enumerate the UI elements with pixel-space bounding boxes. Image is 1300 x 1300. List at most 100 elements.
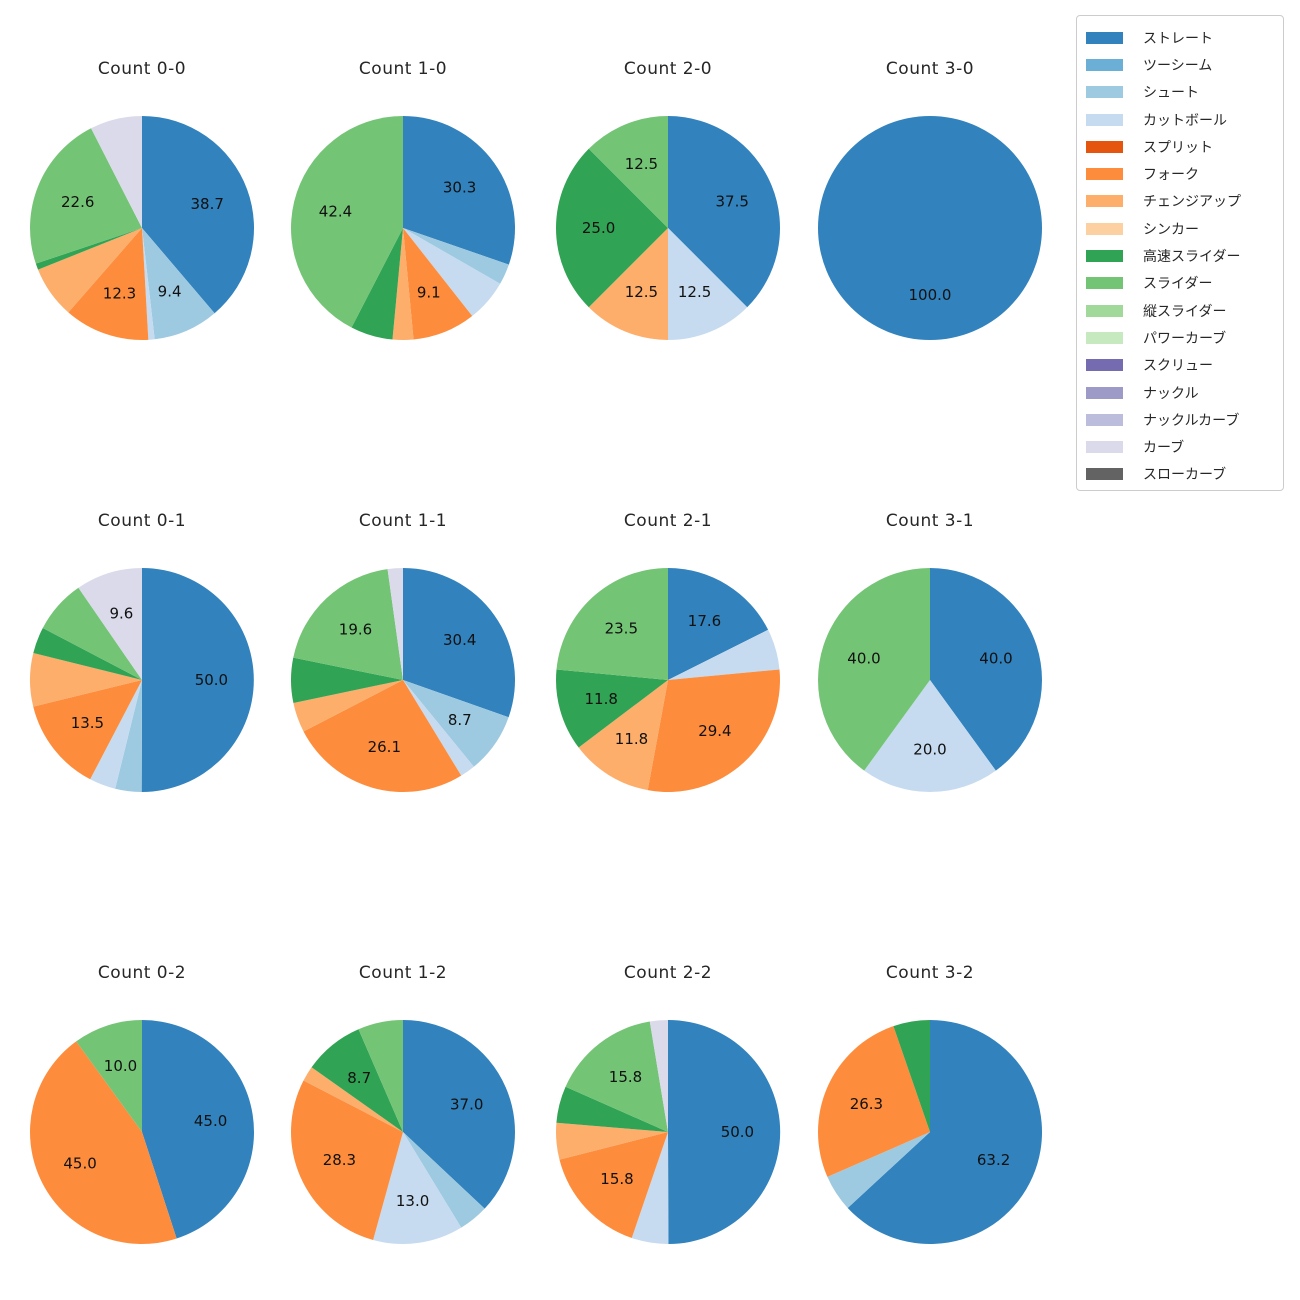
- pie-title-count-0-0: Count 0-0: [97, 59, 187, 79]
- pie-chart-count-3-2: 63.2 26.3: [817, 1020, 1043, 1244]
- pie-slice-percentage-label: 8.7: [347, 1069, 371, 1087]
- pie-slice-カーブ: [91, 116, 142, 228]
- pie-slice-フォーク: [68, 228, 149, 340]
- pie-slice-高速スライダー: [35, 228, 143, 270]
- legend-label: スプリット: [1143, 139, 1213, 156]
- pie-slice-percentage-label: 45.0: [63, 1155, 96, 1173]
- legend-item: フォーク: [1086, 160, 1283, 187]
- pie-slice-カットボール: [864, 680, 996, 792]
- pie-slice-カットボール: [403, 680, 474, 776]
- legend-label: フォーク: [1143, 167, 1199, 184]
- legend-label: ストレート: [1143, 30, 1213, 47]
- pie-slice-スライダー: [30, 128, 143, 264]
- pie-slice-フォーク: [403, 228, 473, 340]
- pie-slice-フォーク: [559, 1132, 668, 1238]
- pie-cell-count-1-1: Count 1-1 30.4 8.7 26.1 19.6: [273, 502, 533, 810]
- pie-title-count-3-2: Count 3-2: [885, 963, 975, 983]
- pie-slice-シュート: [403, 1132, 485, 1228]
- legend-label: ツーシーム: [1143, 57, 1213, 74]
- pie-slice-フォーク: [291, 1080, 403, 1240]
- pie-slice-percentage-label: 8.7: [448, 711, 472, 729]
- legend-swatch-icon: [1086, 195, 1123, 208]
- pie-slice-ストレート: [668, 568, 769, 680]
- pie-slice-スライダー: [42, 587, 142, 680]
- legend-swatch-icon: [1086, 250, 1123, 263]
- pie-slice-percentage-label: 13.5: [71, 714, 104, 732]
- pie-slice-ストレート: [930, 568, 1042, 771]
- legend-label: シュート: [1143, 85, 1199, 102]
- pie-slice-percentage-label: 30.4: [443, 631, 476, 649]
- pie-slice-フォーク: [33, 680, 143, 780]
- legend-item: カットボール: [1086, 106, 1283, 133]
- pie-slice-チェンジアップ: [38, 228, 142, 313]
- pie-slice-ストレート: [403, 568, 515, 718]
- pie-chart-count-0-2: 45.0 45.0 10.0: [29, 1020, 255, 1245]
- pie-slice-percentage-label: 28.3: [323, 1151, 356, 1169]
- pie-cell-count-1-2: Count 1-2 37.0 13.0 28.3 8.7: [273, 954, 533, 1262]
- pie-slice-percentage-label: 9.6: [109, 605, 133, 623]
- pie-slice-チェンジアップ: [578, 680, 668, 791]
- pie-slice-チェンジアップ: [588, 228, 668, 340]
- pie-cell-count-2-2: Count 2-2 50.0 15.8 15.8: [538, 954, 798, 1262]
- pie-slice-カットボール: [668, 228, 748, 340]
- legend-swatch-icon: [1086, 168, 1123, 181]
- pie-slice-percentage-label: 38.7: [190, 195, 223, 213]
- pie-slice-percentage-label: 11.8: [615, 730, 648, 748]
- pie-slice-percentage-label: 9.4: [158, 283, 182, 301]
- pie-slice-スライダー: [358, 1020, 403, 1132]
- legend-item: チェンジアップ: [1086, 188, 1283, 215]
- pie-slice-percentage-label: 29.4: [698, 722, 731, 740]
- legend-swatch-icon: [1086, 140, 1123, 153]
- pie-title-count-2-1: Count 2-1: [623, 511, 713, 531]
- legend-label: パワーカーブ: [1143, 330, 1227, 347]
- pie-title-count-2-0: Count 2-0: [623, 59, 713, 79]
- pie-slice-ストレート: [142, 1020, 255, 1239]
- pie-slice-高速スライダー: [556, 1086, 668, 1132]
- pie-slice-ストレート: [818, 116, 1042, 340]
- pie-cell-count-3-2: Count 3-2 63.2 26.3: [800, 954, 1060, 1262]
- pie-slice-percentage-label: 12.5: [625, 283, 658, 301]
- pie-slice-チェンジアップ: [30, 652, 142, 707]
- legend-swatch-icon: [1086, 468, 1123, 481]
- pie-slice-percentage-label: 26.3: [850, 1095, 883, 1113]
- pie-slice-percentage-label: 37.5: [715, 192, 748, 210]
- legend-label: スライダー: [1143, 276, 1213, 293]
- legend-item: ストレート: [1086, 24, 1283, 51]
- pie-slice-カットボール: [142, 228, 155, 340]
- pie-slice-チェンジアップ: [556, 1122, 668, 1160]
- pie-slice-高速スライダー: [311, 1029, 403, 1132]
- pie-chart-count-1-1: 30.4 8.7 26.1 19.6: [291, 568, 515, 792]
- pie-slice-percentage-label: 15.8: [600, 1170, 633, 1188]
- pie-slice-高速スライダー: [33, 628, 142, 680]
- legend-label: スクリュー: [1143, 358, 1213, 375]
- pie-slice-カットボール: [373, 1132, 462, 1245]
- pie-slice-チェンジアップ: [392, 228, 414, 340]
- legend-swatch-icon: [1086, 359, 1123, 372]
- pie-slice-percentage-label: 50.0: [195, 671, 228, 689]
- pie-slice-ストレート: [403, 1020, 515, 1209]
- legend-swatch-icon: [1086, 304, 1123, 317]
- pie-chart-count-2-1: 17.6 29.4 11.8 11.8 23.5: [556, 568, 780, 793]
- pie-chart-count-3-0: 100.0: [818, 116, 1042, 340]
- legend-item: シュート: [1086, 79, 1283, 106]
- pie-title-count-2-2: Count 2-2: [623, 963, 713, 983]
- pie-chart-count-2-2: 50.0 15.8 15.8: [556, 1019, 781, 1245]
- legend-swatch-icon: [1086, 86, 1123, 99]
- pie-slice-高速スライダー: [556, 669, 668, 748]
- legend-swatch-icon: [1086, 441, 1123, 454]
- legend-label: ナックル: [1143, 385, 1199, 402]
- legend-swatch-icon: [1086, 31, 1123, 44]
- pie-slice-ストレート: [142, 116, 254, 314]
- legend-item: シンカー: [1086, 215, 1283, 242]
- legend-label: カットボール: [1143, 112, 1227, 129]
- pie-cell-count-3-1: Count 3-1 40.0 20.0 40.0: [800, 502, 1060, 810]
- legend-item: ツーシーム: [1086, 51, 1283, 78]
- pie-slice-フォーク: [647, 669, 780, 793]
- legend-label: スローカーブ: [1143, 467, 1227, 484]
- pie-slice-ストレート: [668, 1019, 781, 1244]
- legend-swatch-icon: [1086, 277, 1123, 290]
- legend-item: パワーカーブ: [1086, 324, 1283, 351]
- pie-slice-percentage-label: 17.6: [688, 612, 721, 630]
- legend-item: スプリット: [1086, 133, 1283, 160]
- pie-slice-高速スライダー: [291, 657, 403, 704]
